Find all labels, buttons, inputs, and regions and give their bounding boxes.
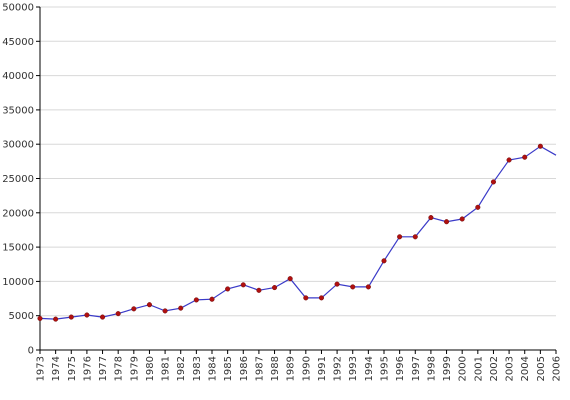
data-point <box>506 157 512 163</box>
data-point <box>490 179 497 185</box>
x-tick-label: 2001 <box>473 356 484 381</box>
x-tick-label: 1993 <box>348 356 359 381</box>
data-point <box>428 215 434 221</box>
x-tick-label: 1998 <box>426 356 437 381</box>
data-point <box>318 295 325 301</box>
y-tick-label: 5000 <box>9 311 34 322</box>
y-tick-label: 25000 <box>2 174 34 185</box>
x-tick-label: 1985 <box>223 356 234 381</box>
series <box>37 143 557 322</box>
x-tick-label: 1990 <box>301 356 312 381</box>
data-point <box>443 219 450 225</box>
x-tick-label: 1983 <box>192 356 203 381</box>
x-tick-label: 2000 <box>458 356 469 381</box>
x-tick-label: 1996 <box>395 356 406 381</box>
y-tick-label: 0 <box>28 346 34 357</box>
x-tick-label: 1977 <box>98 356 109 381</box>
data-point <box>459 216 465 222</box>
y-tick-label: 50000 <box>2 3 34 14</box>
data-point <box>84 312 90 318</box>
x-tick-label: 1989 <box>286 356 297 381</box>
x-tick-label: 2002 <box>489 356 500 381</box>
y-tick-label: 10000 <box>2 277 34 288</box>
grid <box>40 6 556 317</box>
series-line <box>39 145 557 320</box>
data-point <box>68 314 74 320</box>
data-point <box>271 285 278 291</box>
x-tick-label: 1992 <box>333 356 344 381</box>
data-point <box>115 311 121 317</box>
data-point <box>53 316 59 322</box>
y-tick-label: 30000 <box>2 140 34 151</box>
data-point <box>37 315 43 321</box>
y-axis-ticks: 0 5000 10000 15000 20000 25000 30000 35000 40000… <box>2 3 40 357</box>
data-point <box>350 284 356 290</box>
x-tick-label: 2006 <box>552 356 563 381</box>
data-point <box>193 297 199 303</box>
y-tick-label: 35000 <box>2 105 34 116</box>
y-tick-label: 20000 <box>2 208 34 219</box>
axes <box>39 7 556 351</box>
data-point <box>256 287 262 293</box>
x-tick-label: 1997 <box>411 356 422 381</box>
x-tick-label: 1975 <box>67 356 78 381</box>
x-tick-label: 1986 <box>239 356 250 381</box>
data-point <box>303 295 309 301</box>
data-point <box>131 306 137 312</box>
data-point <box>99 314 106 320</box>
y-tick-label: 15000 <box>2 243 34 254</box>
x-tick-label: 1987 <box>254 356 265 381</box>
data-point <box>537 143 543 149</box>
x-tick-label: 1981 <box>161 356 172 381</box>
data-point <box>287 276 293 282</box>
x-tick-label: 1984 <box>208 356 219 381</box>
x-tick-label: 1991 <box>317 356 328 381</box>
x-tick-label: 1974 <box>51 356 62 381</box>
x-tick-label: 1994 <box>364 356 375 381</box>
data-point <box>397 234 403 240</box>
data-point <box>225 286 231 292</box>
data-point <box>475 204 481 210</box>
data-point <box>412 234 418 240</box>
x-axis-ticks: 1973 1974 1975 1976 1977 1978 1979 1980 1981 1982… <box>36 350 563 381</box>
x-tick-label: 1976 <box>82 356 93 381</box>
y-tick-label: 40000 <box>2 71 34 82</box>
x-tick-label: 1995 <box>380 356 391 381</box>
x-tick-label: 1982 <box>176 356 187 381</box>
x-tick-label: 2005 <box>536 356 547 381</box>
x-tick-label: 1973 <box>36 356 47 381</box>
data-point <box>522 154 528 160</box>
data-point <box>365 284 371 290</box>
x-tick-label: 1979 <box>129 356 140 381</box>
x-tick-label: 1980 <box>145 356 156 381</box>
data-point <box>381 258 387 264</box>
x-tick-label: 1999 <box>442 356 453 381</box>
data-point <box>162 308 168 314</box>
data-point <box>334 281 340 287</box>
x-tick-label: 1988 <box>270 356 281 381</box>
data-point <box>209 296 215 302</box>
y-tick-label: 45000 <box>2 37 34 48</box>
x-tick-label: 2004 <box>520 356 531 381</box>
data-point <box>240 282 246 288</box>
data-point <box>146 302 153 308</box>
x-tick-label: 2003 <box>505 356 516 381</box>
x-tick-label: 1978 <box>114 356 125 381</box>
data-point <box>178 305 184 311</box>
